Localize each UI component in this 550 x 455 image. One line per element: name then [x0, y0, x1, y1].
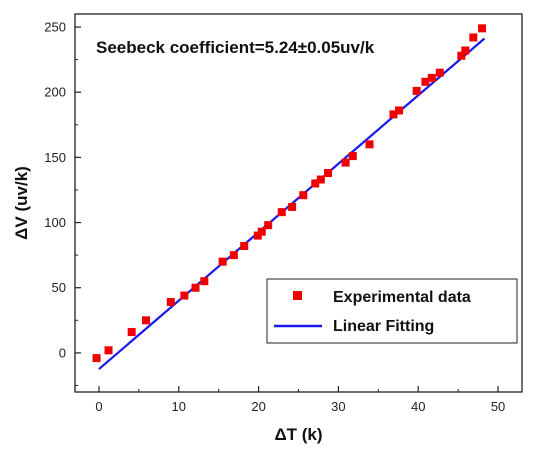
data-point: [324, 169, 333, 178]
data-point: [142, 316, 151, 325]
axes-layer: 0 10 20 30 40 50 0 50 100 150 200 250: [44, 13, 523, 414]
data-point: [229, 251, 238, 260]
data-point: [191, 283, 200, 292]
data-point: [180, 291, 189, 300]
y-tick-label: 150: [44, 150, 66, 165]
y-tick-label: 200: [44, 85, 66, 100]
data-point: [299, 191, 308, 200]
data-point: [365, 140, 374, 149]
data-point: [257, 227, 266, 236]
x-axis-title: ΔT (k): [274, 425, 322, 444]
data-point: [461, 46, 470, 55]
y-tick-label: 50: [52, 280, 66, 295]
seebeck-coefficient-annotation: Seebeck coefficient=5.24±0.05uv/k: [96, 38, 375, 57]
data-point: [104, 346, 113, 355]
data-point: [311, 179, 320, 188]
y-tick-label: 250: [44, 20, 66, 35]
data-point: [166, 298, 175, 307]
y-axis-title: ΔV (uv/k): [12, 166, 31, 240]
data-point: [277, 208, 286, 217]
data-point: [427, 73, 436, 82]
legend-box: [266, 278, 518, 344]
data-point: [389, 110, 398, 119]
data-point: [127, 328, 136, 337]
x-tick-label: 30: [331, 399, 345, 414]
data-point: [348, 152, 357, 161]
legend-label-experimental: Experimental data: [333, 289, 471, 306]
x-tick-label: 20: [251, 399, 265, 414]
x-tick-label: 0: [95, 399, 102, 414]
data-layer: [92, 24, 487, 370]
data-point: [92, 354, 101, 363]
data-point: [395, 106, 404, 115]
x-tick-label: 40: [411, 399, 425, 414]
legend-marker-experimental: [293, 291, 302, 300]
y-tick-label: 100: [44, 215, 66, 230]
data-point: [478, 24, 487, 33]
x-tick-label: 10: [172, 399, 186, 414]
data-point: [316, 175, 325, 184]
data-point: [218, 257, 227, 266]
data-point: [264, 221, 273, 230]
data-point: [288, 202, 297, 211]
data-point: [457, 51, 466, 60]
data-point: [412, 86, 421, 95]
data-point: [341, 158, 350, 167]
data-point: [240, 242, 249, 251]
data-point: [421, 77, 430, 86]
data-point: [435, 68, 444, 77]
data-point: [200, 277, 209, 286]
x-tick-label: 50: [491, 399, 505, 414]
y-tick-label: 0: [59, 345, 66, 360]
legend-label-linear-fitting: Linear Fitting: [333, 318, 434, 335]
legend: Experimental data Linear Fitting: [266, 278, 518, 344]
data-point: [469, 33, 478, 42]
